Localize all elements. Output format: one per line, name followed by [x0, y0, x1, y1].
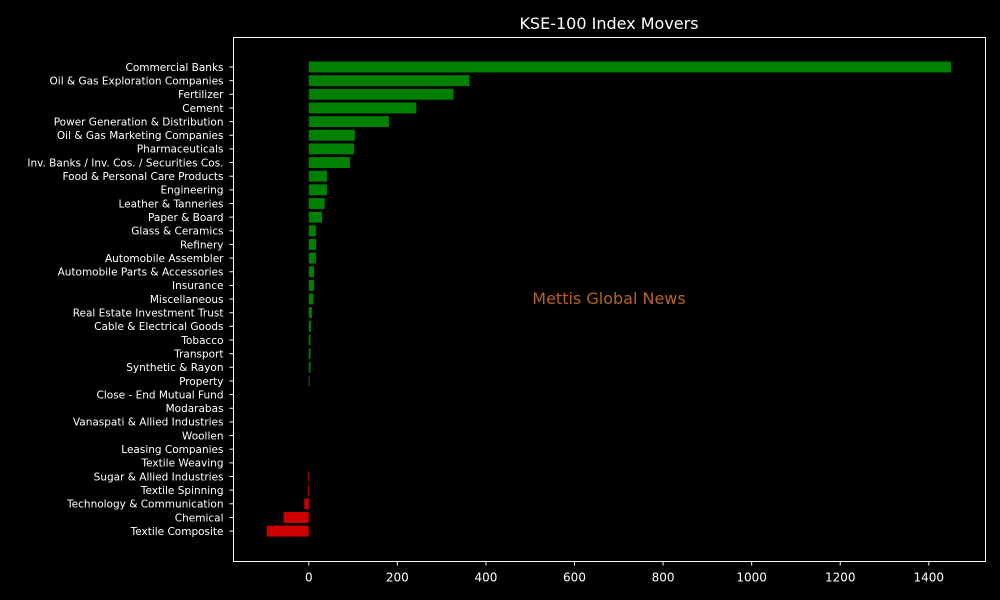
category-label: Transport	[173, 348, 223, 360]
category-label: Power Generation & Distribution	[54, 116, 224, 128]
x-axis-ticks: 0 200 400 600 800 1000 1200 1400	[305, 561, 945, 585]
bar	[308, 129, 355, 141]
bar	[304, 498, 309, 510]
bars-layer	[266, 61, 951, 537]
category-label: Oil & Gas Exploration Companies	[50, 75, 224, 87]
x-tick-label: 0	[305, 571, 313, 585]
bar	[308, 75, 470, 87]
category-label: Engineering	[161, 185, 224, 197]
category-label: Textile Composite	[130, 526, 224, 538]
category-label: Cement	[182, 103, 223, 115]
category-label: Automobile Assembler	[105, 253, 224, 265]
x-tick-label: 1000	[736, 571, 767, 585]
x-tick-label: 400	[474, 571, 497, 585]
category-label: Textile Weaving	[141, 458, 224, 470]
category-label: Property	[179, 376, 223, 388]
chart-title: KSE-100 Index Movers	[519, 14, 698, 33]
bar	[308, 61, 951, 73]
category-label: Technology & Communication	[66, 499, 223, 511]
bar	[308, 279, 315, 291]
bar	[308, 266, 315, 278]
category-label: Textile Spinning	[140, 485, 224, 497]
bar	[308, 116, 389, 128]
x-tick-label: 200	[386, 571, 409, 585]
category-label: Pharmaceuticals	[137, 144, 224, 156]
category-label: Insurance	[172, 280, 224, 292]
bar	[308, 102, 417, 114]
x-tick-label: 800	[652, 571, 675, 585]
bar	[307, 484, 309, 496]
category-label: Food & Personal Care Products	[62, 171, 223, 183]
category-label: Woollen	[182, 430, 224, 442]
category-label: Leather & Tanneries	[118, 198, 223, 210]
x-tick-label: 1200	[825, 571, 856, 585]
category-label: Chemical	[175, 512, 224, 524]
bar	[308, 471, 310, 482]
category-label: Sugar & Allied Industries	[94, 471, 224, 483]
bar	[308, 375, 310, 387]
category-label: Leasing Companies	[121, 444, 223, 456]
category-label: Cable & Electrical Goods	[94, 321, 223, 333]
category-label: Glass & Ceramics	[131, 226, 223, 238]
category-label: Automobile Parts & Accessories	[58, 267, 224, 279]
category-label: Fertilizer	[178, 89, 224, 101]
bar	[308, 225, 316, 237]
bar	[308, 157, 350, 168]
category-label: Close - End Mutual Fund	[97, 389, 224, 401]
category-label: Inv. Banks / Inv. Cos. / Securities Cos.	[27, 157, 223, 169]
x-tick-label: 600	[563, 571, 586, 585]
bar	[308, 88, 454, 100]
category-label: Refinery	[180, 239, 224, 251]
bar	[283, 512, 309, 523]
bar	[308, 143, 354, 155]
bar	[308, 170, 327, 182]
watermark-text: Mettis Global News	[532, 289, 685, 308]
category-label: Commercial Banks	[126, 62, 224, 74]
category-label: Oil & Gas Marketing Companies	[57, 130, 224, 142]
bar	[308, 252, 316, 264]
category-label: Vanaspati & Allied Industries	[73, 417, 224, 429]
bar	[266, 525, 309, 537]
bar	[308, 198, 325, 209]
category-label: Modarabas	[166, 403, 224, 415]
bar	[308, 361, 311, 373]
bar	[308, 307, 312, 319]
category-label: Tobacco	[180, 335, 223, 347]
bar	[308, 293, 314, 305]
bar	[308, 211, 323, 223]
category-label: Miscellaneous	[150, 294, 224, 306]
category-label: Real Estate Investment Trust	[73, 308, 224, 320]
bar	[308, 348, 311, 360]
bar	[308, 239, 316, 250]
bar	[308, 334, 311, 346]
category-label: Synthetic & Rayon	[126, 362, 223, 374]
x-tick-label: 1400	[914, 571, 945, 585]
bar	[308, 184, 327, 196]
category-label: Paper & Board	[148, 212, 223, 224]
bar	[308, 320, 312, 332]
